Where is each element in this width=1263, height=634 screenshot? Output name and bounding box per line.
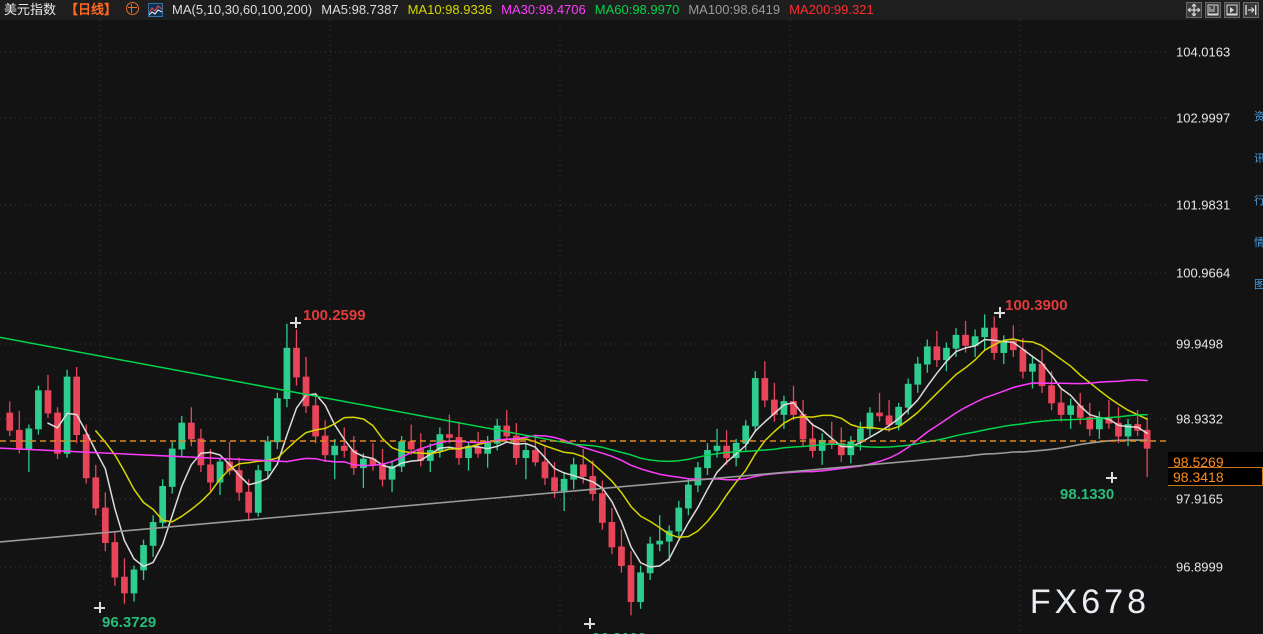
price-tick-1: 102.9997 — [1176, 110, 1231, 126]
price-chart-canvas[interactable]: 100.2599 100.3900 96.3729 96.2109 98.1330 FX… — [0, 20, 1168, 634]
edge-text-fragment: 情 — [1254, 237, 1263, 249]
swing-low-mid-label: 96.2109 — [592, 630, 646, 634]
chart-header-bar: 美元指数 【日线】 MA(5,10,30,60,100,200) MA5:98.… — [0, 0, 1263, 20]
chart-align-right-button[interactable] — [1224, 2, 1240, 18]
indicator-chart-icon[interactable] — [148, 0, 164, 20]
swing-low-left-label: 96.3729 — [102, 614, 157, 631]
swing-high-right-marker — [994, 307, 1005, 318]
candlestick-svg — [0, 20, 1168, 634]
swing-low-left-marker — [94, 602, 105, 613]
price-tick-3: 100.9664 — [1176, 265, 1231, 281]
ma100-value: MA100:98.6419 — [688, 2, 781, 17]
ma10-value: MA10:98.9336 — [407, 2, 493, 17]
price-tick-7: 96.8999 — [1176, 559, 1223, 575]
ma-price-box: 98.3418 — [1168, 467, 1263, 486]
swing-high-left-label: 100.2599 — [303, 307, 366, 324]
symbol-label: 美元指数 — [4, 2, 57, 17]
chart-align-left-button[interactable] — [1205, 2, 1221, 18]
swing-low-mid-marker — [584, 618, 595, 629]
ma5-value: MA5:98.7387 — [321, 2, 399, 17]
circle-plus-icon[interactable] — [126, 0, 140, 20]
price-axis[interactable]: 104.0163 102.9997 101.9831 100.9664 99.9498 9… — [1168, 20, 1263, 634]
edge-text-fragment: 讯 — [1254, 153, 1263, 165]
swing-low-right-marker — [1106, 472, 1117, 483]
swing-low-right-label: 98.1330 — [1060, 486, 1115, 503]
chart-jump-end-button[interactable] — [1243, 2, 1259, 18]
edge-text-fragment: 图 — [1254, 279, 1263, 291]
ma30-value: MA30:99.4706 — [501, 2, 586, 17]
swing-high-left-marker — [290, 317, 301, 328]
price-tick-0: 104.0163 — [1176, 44, 1231, 60]
swing-high-right-label: 100.3900 — [1005, 297, 1068, 314]
ma-title-label: MA(5,10,30,60,100,200) — [172, 2, 313, 17]
crosshair-move-button[interactable] — [1186, 2, 1202, 18]
edge-text-fragment: 行 — [1254, 195, 1263, 207]
site-watermark: FX678 — [1029, 583, 1150, 621]
price-tick-5: 98.9332 — [1176, 411, 1223, 427]
chart-toolbar — [1186, 2, 1259, 18]
period-label[interactable]: 【日线】 — [65, 2, 118, 17]
ma200-value: MA200:99.321 — [789, 2, 874, 17]
price-tick-6: 97.9165 — [1176, 491, 1223, 507]
last-price-box: 98.5269 — [1168, 452, 1263, 471]
price-tick-2: 101.9831 — [1176, 197, 1231, 213]
edge-text-fragment: 资 — [1254, 111, 1263, 123]
ma60-value: MA60:98.9970 — [594, 2, 680, 17]
price-tick-4: 99.9498 — [1176, 336, 1223, 352]
